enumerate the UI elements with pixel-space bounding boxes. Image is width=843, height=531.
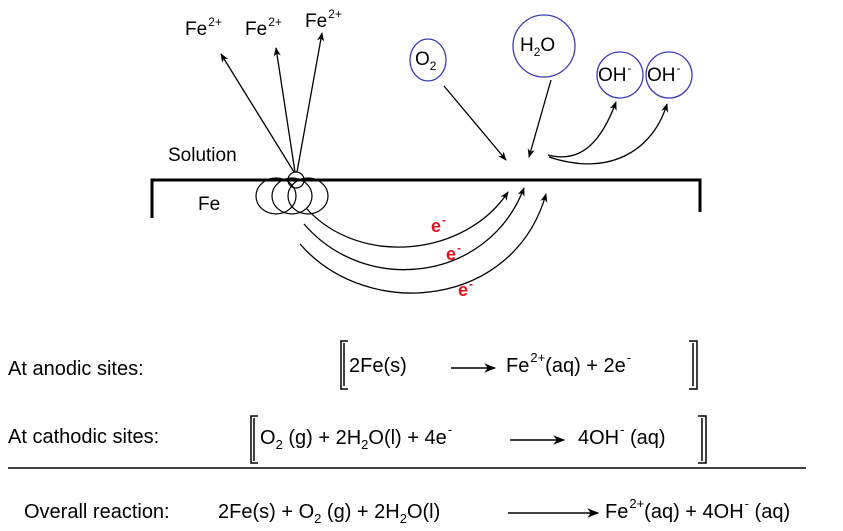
electron-label-2: e-	[446, 241, 462, 264]
overall-lhs: 2Fe(s) + O2 (g) + 2H2O(l)	[218, 501, 441, 526]
h2o-circle	[512, 14, 576, 78]
anodic-product: Fe2+(aq) + 2e-	[506, 350, 632, 377]
anodic-sites-label: At anodic sites:	[8, 358, 144, 380]
cathodic-reactants: O2 (g) + 2H2O(l) + 4e-	[260, 422, 453, 452]
o2-label: O2	[415, 49, 437, 73]
oh-circle-2	[645, 51, 693, 99]
cathodic-sites-label: At cathodic sites:	[8, 426, 160, 448]
electron-flow-arcs	[299, 187, 548, 294]
fe-ion-arrows	[220, 32, 325, 173]
cathodic-equation-brackets	[250, 415, 707, 464]
fe2-ion-label-3: Fe2+	[305, 7, 342, 32]
metal-label: Fe	[198, 194, 221, 215]
species-circles	[409, 14, 693, 99]
h2o-label: H2O	[520, 35, 556, 59]
oh-circle-1	[596, 51, 644, 99]
oh-label-1: OH-	[598, 61, 632, 86]
cathodic-product: 4OH- (aq)	[578, 422, 666, 449]
hydroxide-arrows	[547, 101, 669, 165]
metal-surface	[150, 178, 702, 218]
anodic-equation-brackets	[340, 340, 698, 390]
o2-circle	[409, 38, 447, 82]
anodic-pit	[255, 171, 329, 215]
cathodic-reactant-arrows	[443, 79, 552, 161]
electron-label-1: e-	[431, 213, 447, 236]
overall-reaction-label: Overall reaction:	[24, 501, 170, 523]
fe2-ion-label-2: Fe2+	[245, 15, 282, 40]
oh-label-2: OH-	[647, 61, 681, 86]
anodic-reactant: 2Fe(s)	[349, 355, 407, 377]
overall-rhs: Fe2+(aq) + 4OH- (aq)	[605, 496, 791, 523]
electron-label-3: e-	[458, 277, 474, 300]
fe2-ion-label-1: Fe2+	[185, 15, 222, 40]
solution-label: Solution	[168, 145, 237, 166]
